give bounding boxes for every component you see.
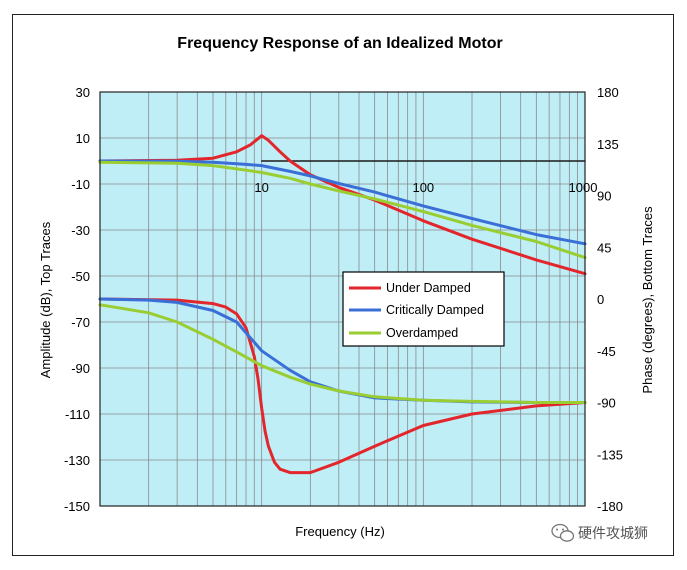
series-line-under-damped-amplitude — [98, 134, 587, 276]
series-line-overdamped-phase — [98, 303, 587, 404]
y-right-tick-label: -90 — [597, 396, 616, 411]
y-left-tick-label: -110 — [65, 407, 90, 422]
y-left-tick-label: -50 — [71, 269, 90, 284]
y-right-tick-label: -180 — [597, 499, 623, 514]
y-right-tick-label: 90 — [597, 189, 611, 204]
wechat-icon — [551, 523, 575, 542]
y-right-tick-label: -45 — [597, 344, 616, 359]
y-right-tick-label: 180 — [597, 85, 619, 100]
tick-labels: 30 10 -10 -30 -50 -70 -90 -110 -130 -150 180 135 90 4… — [64, 85, 623, 514]
watermark: 硬件攻城狮 — [551, 523, 648, 542]
series-line-overdamped-amplitude — [98, 160, 587, 260]
legend-label-critically-damped: Critically Damped — [386, 303, 484, 317]
y-right-tick-label: 135 — [597, 137, 619, 152]
y-right-tick-label: 45 — [597, 240, 611, 255]
series-line-under-damped-phase — [98, 297, 587, 475]
y-left-tick-label: 30 — [76, 85, 90, 100]
y-right-tick-label: 0 — [597, 292, 604, 307]
y-left-tick-label: 10 — [76, 131, 90, 146]
plot-border — [99, 91, 586, 507]
x-tick-label: 10 — [254, 180, 268, 195]
y-axis-left-label: Amplitude (dB), Top Traces — [38, 221, 53, 378]
legend-label-overdamped: Overdamped — [386, 326, 458, 340]
y-left-tick-label: -10 — [71, 177, 90, 192]
chart-title: Frequency Response of an Idealized Motor — [177, 35, 502, 52]
x-tick-label: 100 — [412, 180, 434, 195]
x-axis-label: Frequency (Hz) — [295, 524, 385, 539]
y-left-tick-label: -70 — [71, 315, 90, 330]
y-left-tick-label: -90 — [71, 361, 90, 376]
y-right-tick-label: -135 — [597, 447, 623, 462]
legend-label-under-damped: Under Damped — [386, 281, 471, 295]
y-left-tick-label: -30 — [71, 223, 90, 238]
watermark-text: 硬件攻城狮 — [578, 526, 648, 542]
legend: Under Damped Critically Damped Overdampe… — [342, 271, 505, 347]
series-line-critically-damped-amplitude — [98, 159, 587, 246]
y-left-tick-label: -130 — [64, 453, 90, 468]
series-layer — [98, 134, 587, 475]
y-left-tick-label: -150 — [64, 499, 90, 514]
x-tick-label: 1000 — [569, 180, 598, 195]
y-axis-right-label: Phase (degrees), Bottom Traces — [640, 206, 655, 394]
